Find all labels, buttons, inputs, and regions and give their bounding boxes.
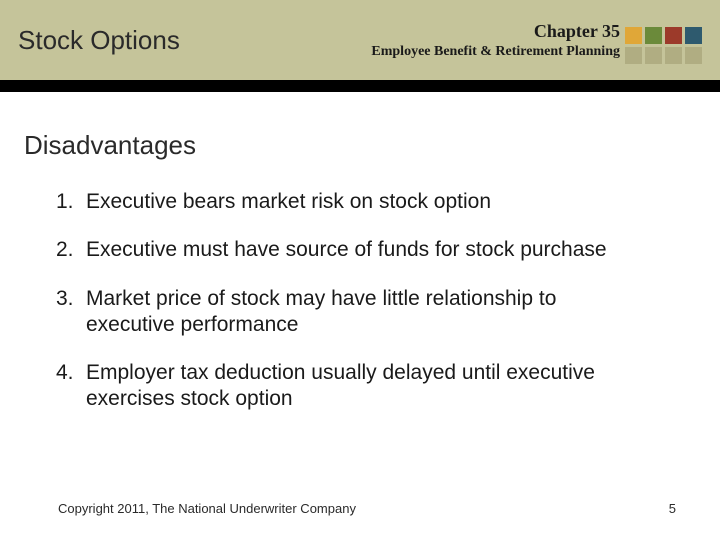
square-icon — [625, 47, 642, 64]
list-item: 3. Market price of stock may have little… — [56, 286, 646, 339]
square-icon — [625, 27, 642, 44]
item-text: Market price of stock may have little re… — [86, 286, 646, 339]
content-area: Disadvantages 1. Executive bears market … — [0, 92, 720, 413]
square-icon — [665, 27, 682, 44]
square-icon — [685, 47, 702, 64]
list-item: 4. Employer tax deduction usually delaye… — [56, 360, 646, 413]
section-heading: Disadvantages — [24, 130, 696, 161]
chapter-subtitle: Employee Benefit & Retirement Planning — [371, 44, 620, 60]
page-number: 5 — [669, 501, 676, 516]
slide-title: Stock Options — [18, 25, 180, 56]
item-text: Employer tax deduction usually delayed u… — [86, 360, 646, 413]
list-item: 1. Executive bears market risk on stock … — [56, 189, 646, 215]
item-text: Executive must have source of funds for … — [86, 237, 646, 263]
numbered-list: 1. Executive bears market risk on stock … — [24, 189, 696, 413]
square-icon — [645, 47, 662, 64]
logo-squares — [625, 27, 702, 64]
header-right: Chapter 35 Employee Benefit & Retirement… — [371, 21, 702, 60]
item-number: 2. — [56, 237, 86, 263]
item-number: 3. — [56, 286, 86, 339]
chapter-label: Chapter 35 — [371, 21, 620, 42]
square-icon — [645, 27, 662, 44]
square-icon — [685, 27, 702, 44]
divider-bar — [0, 80, 720, 92]
footer: Copyright 2011, The National Underwriter… — [0, 501, 720, 516]
copyright-text: Copyright 2011, The National Underwriter… — [58, 501, 356, 516]
list-item: 2. Executive must have source of funds f… — [56, 237, 646, 263]
item-number: 4. — [56, 360, 86, 413]
item-number: 1. — [56, 189, 86, 215]
square-icon — [665, 47, 682, 64]
item-text: Executive bears market risk on stock opt… — [86, 189, 646, 215]
header-band: Stock Options Chapter 35 Employee Benefi… — [0, 0, 720, 80]
